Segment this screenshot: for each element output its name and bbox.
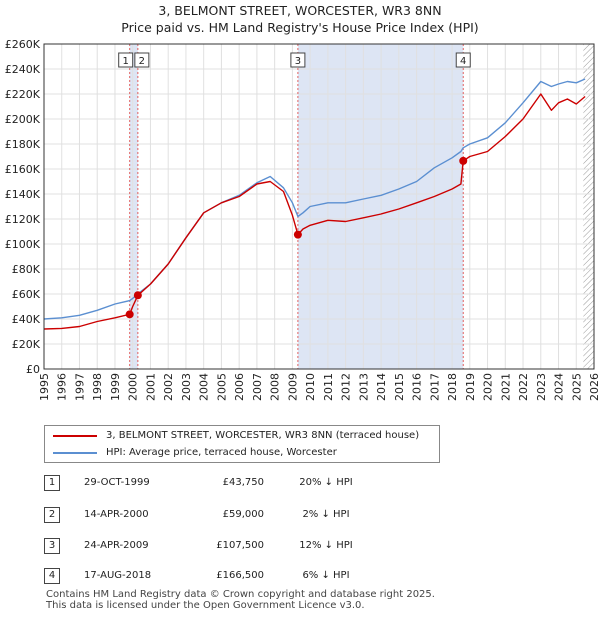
legend-swatch-hpi [53, 452, 97, 454]
legend-label-hpi: HPI: Average price, terraced house, Worc… [106, 447, 337, 458]
x-tick-label: 2006 [233, 373, 246, 401]
x-tick-label: 2009 [286, 373, 299, 401]
plot-frame [43, 43, 595, 370]
y-tick-label: £220K [5, 88, 41, 101]
x-tick-label: 2018 [446, 373, 459, 401]
x-tick-label: 2024 [553, 373, 566, 401]
sale-label-box [290, 52, 306, 68]
x-tick-label: 2026 [588, 373, 600, 401]
x-tick-label: 2011 [322, 373, 335, 401]
sale-label-number: 2 [139, 56, 145, 67]
x-tick-label: 1999 [109, 373, 122, 401]
x-tick-label: 2025 [570, 373, 583, 401]
sale-date: 24-APR-2009 [84, 540, 149, 551]
x-tick-label: 2003 [180, 373, 193, 401]
sale-hpi-diff: 2% ↓ HPI [302, 509, 350, 520]
chart-title-line2: Price paid vs. HM Land Registry's House … [121, 20, 479, 35]
x-tick-label: 2012 [340, 373, 353, 401]
x-tick-label: 1997 [73, 373, 86, 401]
sale-date: 29-OCT-1999 [84, 477, 150, 488]
y-tick-label: £240K [5, 63, 41, 76]
footer-copyright: Contains HM Land Registry data © Crown c… [46, 589, 435, 600]
y-tick-label: £40K [12, 313, 41, 326]
x-tick-label: 2019 [464, 373, 477, 401]
sale-label-number: 1 [123, 56, 129, 67]
y-tick-label: £160K [5, 163, 41, 176]
y-tick-label: £20K [12, 338, 41, 351]
sale-price: £43,750 [222, 477, 264, 488]
footer-licence: This data is licensed under the Open Gov… [46, 600, 365, 611]
x-tick-label: 2013 [357, 373, 370, 401]
hatched-region [583, 44, 594, 369]
sale-date: 14-APR-2000 [84, 509, 149, 520]
y-tick-label: £120K [5, 213, 41, 226]
x-tick-label: 2008 [269, 373, 282, 401]
sale-hpi-diff: 12% ↓ HPI [299, 540, 353, 551]
x-tick-label: 2014 [375, 373, 388, 401]
sale-label-box [118, 52, 134, 68]
x-tick-label: 1998 [91, 373, 104, 401]
y-tick-label: £260K [5, 38, 41, 51]
sale-point [125, 310, 134, 319]
x-tick-label: 2017 [428, 373, 441, 401]
x-tick-label: 2005 [215, 373, 228, 401]
x-tick-label: 2022 [517, 373, 530, 401]
sale-hpi-diff: 20% ↓ HPI [299, 477, 353, 488]
sale-label-box [134, 52, 150, 68]
sale-number: 2 [44, 507, 60, 523]
x-tick-label: 2010 [304, 373, 317, 401]
y-tick-label: £200K [5, 113, 41, 126]
sale-point [133, 291, 142, 300]
sale-label-box [455, 52, 471, 68]
price-chart: 1 2 3 4 £0 £20K £40K £60K £80K £100K £120K £140K £16… [5, 38, 600, 401]
x-tick-label: 2002 [162, 373, 175, 401]
sale-price: £59,000 [222, 509, 264, 520]
x-tick-label: 2004 [198, 373, 211, 401]
x-tick-label: 2015 [393, 373, 406, 401]
y-tick-label: £60K [12, 288, 41, 301]
sale-price: £107,500 [216, 540, 264, 551]
y-tick-label: £140K [5, 188, 41, 201]
x-tick-label: 2023 [535, 373, 548, 401]
x-tick-label: 2007 [251, 373, 264, 401]
y-tick-label: £80K [12, 263, 41, 276]
x-tick-label: 2016 [411, 373, 424, 401]
legend-swatch-property [53, 435, 97, 437]
price-series-line [43, 93, 586, 330]
x-tick-label: 1995 [38, 373, 51, 401]
legend: 3, BELMONT STREET, WORCESTER, WR3 8NN (t… [44, 425, 440, 463]
sale-hpi-diff: 6% ↓ HPI [302, 570, 350, 581]
legend-label-property: 3, BELMONT STREET, WORCESTER, WR3 8NN (t… [106, 430, 420, 441]
sale-number: 4 [44, 568, 60, 584]
chart-title: 3, BELMONT STREET, WORCESTER, WR3 8NN Pr… [0, 2, 600, 36]
sale-price: £166,500 [216, 570, 264, 581]
x-tick-label: 2020 [482, 373, 495, 401]
y-tick-label: £100K [5, 238, 41, 251]
sale-label-number: 4 [460, 56, 466, 67]
footer: Contains HM Land Registry data © Crown c… [46, 589, 435, 611]
y-tick-label: £180K [5, 138, 41, 151]
x-tick-label: 2021 [499, 373, 512, 401]
x-tick-label: 2001 [144, 373, 157, 401]
shaded-span [129, 44, 138, 369]
sale-number: 3 [44, 538, 60, 554]
y-tick-label: £0 [26, 363, 40, 376]
chart-title-line1: 3, BELMONT STREET, WORCESTER, WR3 8NN [158, 3, 442, 18]
sale-point [293, 230, 302, 239]
sale-number: 1 [44, 475, 60, 491]
x-tick-label: 1996 [56, 373, 69, 401]
sale-label-number: 3 [295, 56, 301, 67]
sale-point [459, 156, 468, 165]
x-tick-label: 2000 [127, 373, 140, 401]
sale-date: 17-AUG-2018 [84, 570, 152, 581]
shaded-span [297, 44, 464, 369]
